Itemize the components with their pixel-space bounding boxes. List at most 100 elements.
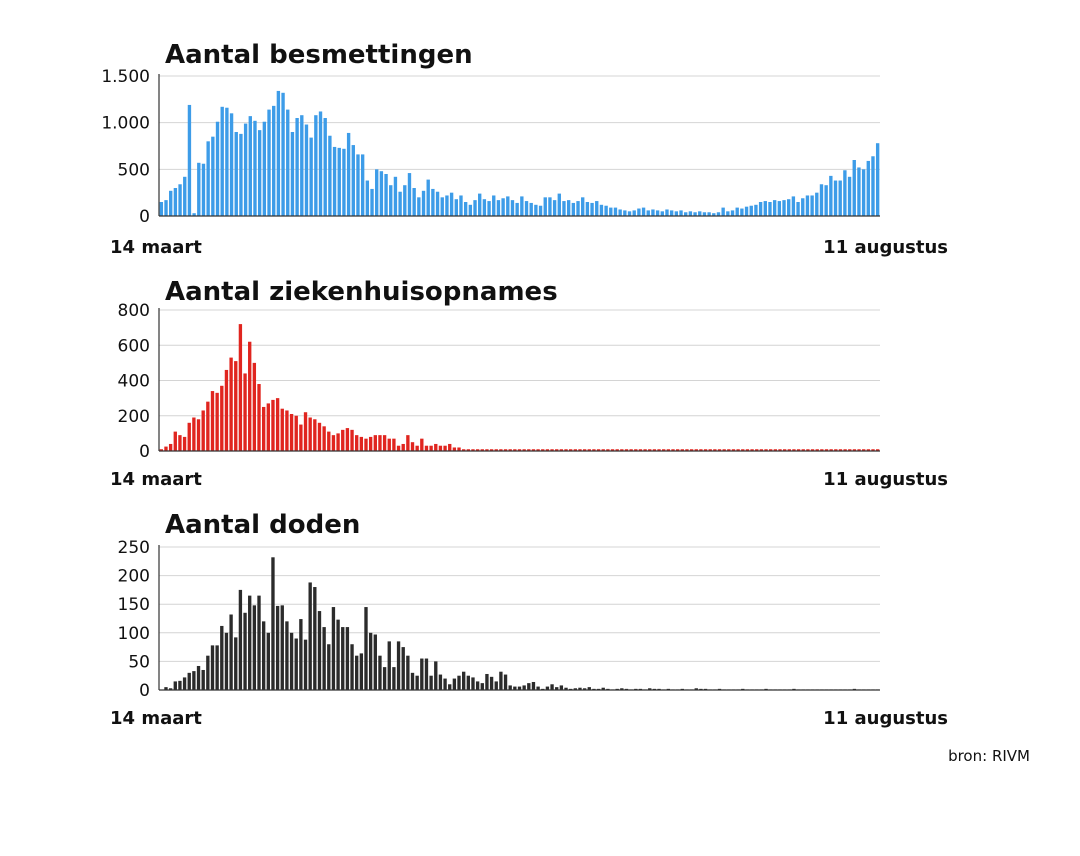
bar — [777, 201, 782, 216]
bar — [627, 211, 632, 216]
x-end-label: 11 augustus — [823, 237, 948, 258]
bar — [595, 201, 599, 216]
bar — [810, 195, 814, 216]
y-tick-label: 1.500 — [101, 67, 150, 87]
bar — [401, 443, 405, 451]
source-label: bron: RIVM — [948, 747, 1030, 765]
bar — [722, 449, 726, 451]
bar — [564, 687, 568, 690]
bar — [620, 688, 624, 690]
y-tick-label: 0 — [139, 442, 150, 462]
bar — [309, 137, 313, 216]
bar — [596, 449, 601, 451]
bar — [373, 435, 377, 451]
bar — [303, 412, 308, 452]
bar — [754, 204, 758, 216]
bar — [651, 209, 655, 216]
bar — [448, 443, 452, 451]
bar — [624, 449, 629, 451]
bar — [368, 632, 373, 690]
bar — [662, 449, 666, 451]
bar — [407, 173, 412, 216]
bar — [538, 205, 543, 216]
bar — [652, 449, 657, 451]
bar — [684, 212, 688, 216]
bar — [392, 438, 396, 451]
bar — [587, 687, 591, 690]
bar — [571, 202, 576, 216]
x-end-label: 11 augustus — [823, 469, 948, 490]
bar — [573, 688, 577, 690]
y-tick-label: 200 — [118, 567, 150, 587]
bar — [382, 667, 387, 690]
bar — [487, 201, 491, 216]
bar — [555, 687, 559, 690]
bar — [517, 449, 522, 451]
bar — [159, 202, 164, 216]
bar — [578, 449, 582, 451]
bar — [295, 118, 299, 216]
bar — [410, 442, 415, 451]
bar — [708, 449, 712, 451]
bar — [389, 185, 393, 216]
bar — [520, 196, 524, 216]
bar — [384, 174, 388, 216]
bar — [341, 429, 345, 451]
bar — [838, 180, 842, 216]
bar — [192, 671, 196, 690]
bar — [604, 205, 608, 216]
bar — [721, 207, 725, 216]
bar — [703, 449, 708, 451]
y-tick-label: 600 — [118, 336, 150, 356]
chart-ziekenhuisopnames: Aantal ziekenhuisopnames 0 200 400 600 800 1… — [110, 277, 948, 490]
bar — [224, 632, 229, 690]
bar — [772, 200, 777, 216]
bar — [261, 621, 266, 690]
bar — [368, 436, 373, 451]
bar — [515, 202, 519, 216]
bar — [359, 436, 364, 451]
bar — [192, 417, 196, 451]
bar — [843, 449, 847, 451]
bar — [876, 449, 880, 451]
bar — [341, 627, 345, 690]
bar — [740, 208, 744, 216]
bar — [543, 197, 547, 216]
bar — [457, 675, 461, 690]
bar — [243, 373, 247, 451]
x-start-label: 14 maart — [110, 237, 202, 258]
bar — [517, 686, 522, 690]
bar — [610, 449, 615, 451]
bar — [215, 392, 219, 451]
bar — [660, 211, 664, 216]
bar — [666, 449, 671, 451]
bar — [741, 449, 745, 451]
bar — [501, 198, 505, 216]
bar — [731, 449, 736, 451]
bar — [680, 449, 684, 451]
bar — [271, 557, 275, 690]
bar — [534, 204, 538, 216]
bar — [449, 192, 454, 216]
bar — [768, 202, 772, 216]
y-tick-label: 1.000 — [101, 114, 150, 134]
bar — [445, 195, 449, 216]
bar — [173, 681, 177, 690]
bar — [327, 431, 331, 451]
bar — [182, 677, 187, 690]
bar — [328, 135, 332, 216]
bar — [201, 410, 205, 451]
bar — [424, 445, 429, 451]
bar — [406, 655, 410, 690]
bar — [187, 104, 192, 216]
bar — [378, 655, 382, 690]
bar — [536, 449, 540, 451]
bar — [248, 341, 252, 452]
bar — [275, 398, 280, 452]
bar — [787, 449, 791, 451]
bar — [457, 447, 461, 452]
bar — [434, 661, 438, 690]
bar — [847, 176, 852, 216]
bar — [364, 438, 368, 451]
